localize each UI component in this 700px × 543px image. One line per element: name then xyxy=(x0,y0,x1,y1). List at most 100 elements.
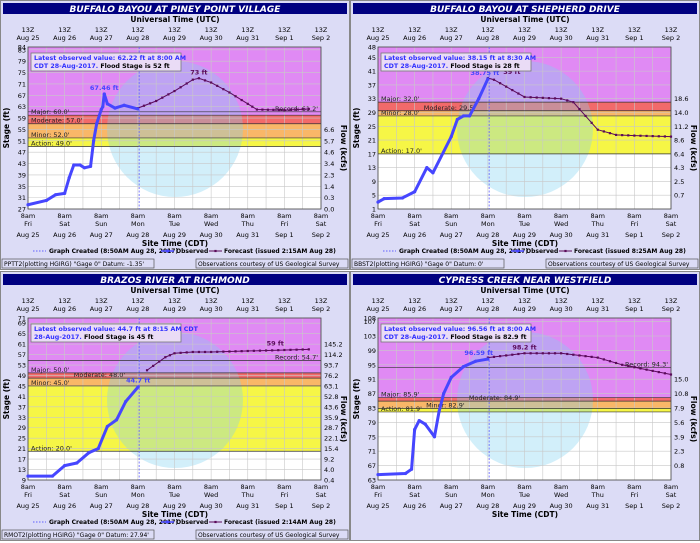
forecast-point xyxy=(283,108,286,112)
forecast-point xyxy=(505,354,508,357)
chart-title: CYPRESS CREEK NEAR WESTFIELD xyxy=(439,276,612,286)
observed-peak-label: 67.46 ft xyxy=(90,84,119,92)
flow-tick-label: 4.0 xyxy=(324,466,334,474)
y-tick-label: 65 xyxy=(18,330,26,338)
flow-tick-label: 0.0 xyxy=(324,206,334,214)
y2-axis-label: Flow (kcfs) xyxy=(689,396,698,442)
y-tick-label: 83 xyxy=(18,46,26,54)
utc-tick-label: 13Z xyxy=(205,297,218,305)
local-tick-hour: 8am xyxy=(664,212,678,220)
local-tick-hour: 8am xyxy=(517,483,531,491)
local-tick-hour: 8am xyxy=(554,483,568,491)
forecast-point xyxy=(173,352,176,355)
local-tick-hour: 8am xyxy=(554,212,568,220)
y-axis-label: Stage (ft) xyxy=(352,108,361,149)
observed-point xyxy=(124,400,128,404)
forecast-point xyxy=(639,134,642,137)
local-tick-hour: 8am xyxy=(94,212,108,220)
forecast-point xyxy=(492,355,496,358)
y-tick-label: 13 xyxy=(18,466,26,474)
flow-tick-label: 7.9 xyxy=(674,405,684,413)
chart-title: BUFFALO BAYOU AT PINEY POINT VILLAGE xyxy=(70,5,282,15)
forecast-point xyxy=(560,97,563,100)
major-threshold-label: Major: 50.0' xyxy=(31,366,70,374)
y-axis-label: Stage (ft) xyxy=(2,379,11,420)
local-tick-date: Aug 31 xyxy=(586,502,609,510)
footer-left-box xyxy=(1,258,155,269)
site-time-axis-title: Site Time (CDT) xyxy=(492,510,558,519)
local-tick-day: Wed xyxy=(554,491,568,499)
y-tick-label: 43 xyxy=(18,160,26,168)
noaa-watermark-logo xyxy=(107,332,243,468)
minor-threshold-label: Minor: 28.0' xyxy=(381,109,420,117)
y-tick-label: 57 xyxy=(18,351,26,359)
local-tick-hour: 8am xyxy=(277,483,291,491)
forecast-point xyxy=(511,353,514,356)
forecast-legend: Forecast (issued 8:25AM Aug 28) xyxy=(574,248,686,255)
major-threshold-label: Major: 85.9' xyxy=(381,391,420,399)
y2-axis-label: Flow (kcfs) xyxy=(339,396,348,442)
flow-tick-label: 93.7 xyxy=(324,362,338,370)
utc-tick-label: 13Z xyxy=(591,26,604,34)
action-threshold-label: Action: 20.0' xyxy=(31,444,72,452)
forecast-point xyxy=(492,78,496,81)
utc-tick-label: 13Z xyxy=(278,26,291,34)
minor-threshold-label: Minor: 52.0' xyxy=(31,131,70,139)
y-tick-label: 17 xyxy=(368,150,376,158)
local-tick-hour: 8am xyxy=(204,483,218,491)
y-tick-label: 29 xyxy=(18,424,26,432)
local-tick-day: Sat xyxy=(59,491,70,499)
utc-tick-label: Aug 31 xyxy=(236,305,259,313)
forecast-point xyxy=(307,107,310,111)
footer-left-box xyxy=(1,529,155,540)
utc-tick-label: Aug 30 xyxy=(200,305,223,313)
flow-tick-label: 14.0 xyxy=(674,109,688,117)
utc-tick-label: 13Z xyxy=(408,26,421,34)
forecast-point xyxy=(584,114,587,118)
forecast-legend-marker xyxy=(214,249,217,253)
latest-date: 28-Aug-2017. xyxy=(34,334,82,341)
local-tick-date: Aug 31 xyxy=(586,231,609,239)
forecast-point xyxy=(167,93,170,96)
local-tick-hour: 8am xyxy=(444,212,458,220)
forecast-point xyxy=(578,354,581,357)
observed-point xyxy=(44,198,48,203)
forecast-point xyxy=(173,89,176,93)
utc-tick-label: Aug 28 xyxy=(476,34,499,42)
forecast-point xyxy=(210,350,213,354)
action-threshold-label: Action: 17.0' xyxy=(381,147,422,155)
gage-datum-footer: RMOT2(plotting HGIRG) "Gage 0" Datum: 27… xyxy=(4,532,149,539)
utc-tick-label: 13Z xyxy=(555,297,568,305)
forecast-point xyxy=(572,353,575,356)
observed-legend-marker xyxy=(165,520,170,524)
forecast-legend: Forecast (issued 2:15AM Aug 28) xyxy=(224,248,336,255)
local-tick-date: Sep 2 xyxy=(662,231,680,239)
y-tick-label: 17 xyxy=(18,456,26,464)
local-tick-date: Aug 26 xyxy=(403,231,426,239)
observed-point xyxy=(114,418,119,422)
flow-tick-label: 114.2 xyxy=(324,351,343,359)
utc-tick-label: 13Z xyxy=(372,26,385,34)
forecast-point xyxy=(252,349,255,352)
observed-point xyxy=(82,166,87,170)
forecast-point xyxy=(197,350,201,354)
footer-right-box xyxy=(195,529,349,540)
forecast-point xyxy=(152,364,155,368)
forecast-point xyxy=(669,135,673,138)
local-tick-date: Aug 27 xyxy=(90,231,113,239)
observed-legend: Observed xyxy=(176,519,208,526)
utc-tick-label: Aug 28 xyxy=(126,34,149,42)
y-tick-label: 37 xyxy=(368,81,376,89)
local-tick-date: Aug 30 xyxy=(200,502,223,510)
utc-tick-label: Aug 30 xyxy=(200,34,223,42)
local-tick-date: Aug 30 xyxy=(200,231,223,239)
flow-tick-label: 18.6 xyxy=(674,95,688,103)
moderate-threshold-label: Moderate: 48.0' xyxy=(74,371,126,379)
y-tick-label: 91 xyxy=(368,376,376,384)
y-tick-label: 9 xyxy=(22,477,26,485)
forecast-point xyxy=(272,108,275,111)
local-tick-hour: 8am xyxy=(314,212,328,220)
local-tick-date: Aug 31 xyxy=(236,502,259,510)
forecast-point xyxy=(164,356,167,359)
local-tick-hour: 8am xyxy=(591,212,605,220)
